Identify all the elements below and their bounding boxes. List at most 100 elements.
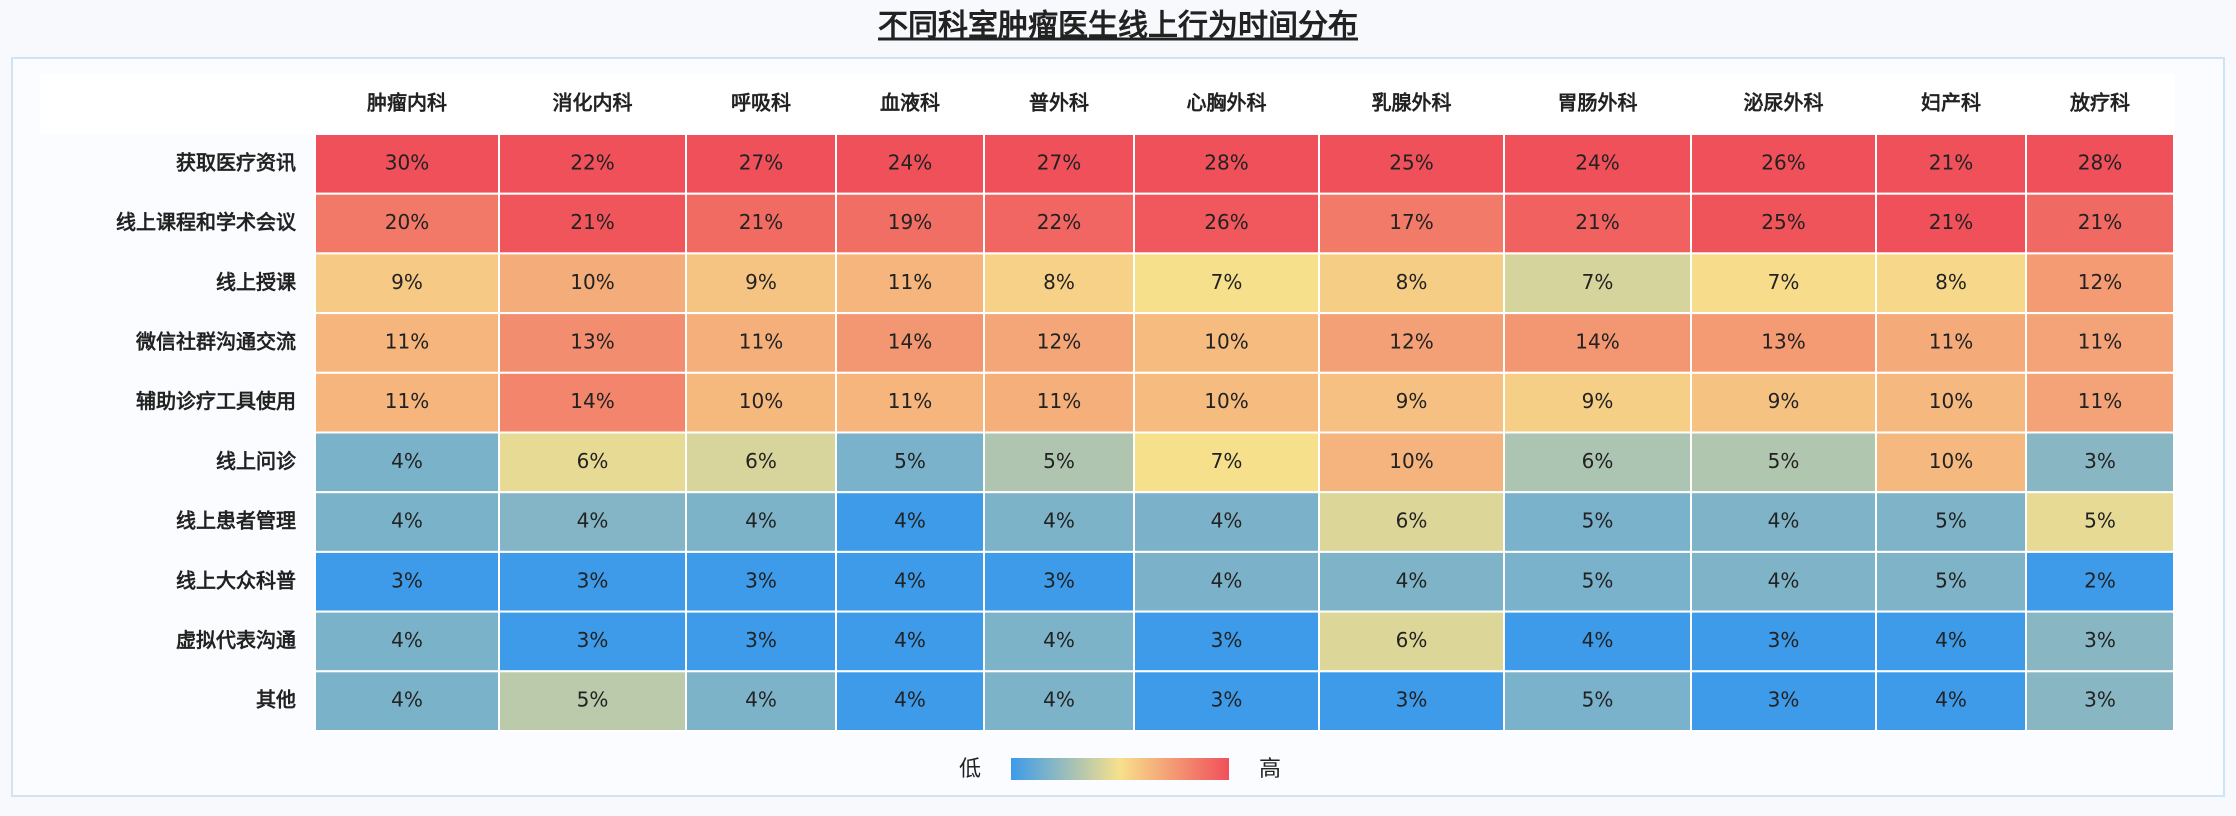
- heat-cell: [498, 252, 687, 315]
- cell-label: 12%: [2078, 270, 2122, 294]
- cell-label: 3%: [1396, 688, 1428, 712]
- cell-label: 8%: [1396, 270, 1428, 294]
- chart-title: 不同科室肿瘤医生线上行为时间分布: [878, 9, 1358, 44]
- heat-cell: [1133, 670, 1320, 732]
- cell-label: 4%: [894, 509, 926, 533]
- cell-label: 3%: [1768, 688, 1800, 712]
- cell-label: 21%: [2078, 210, 2122, 234]
- heat-cell: [1875, 670, 2027, 732]
- column-label: 血液科: [880, 91, 940, 115]
- cell-label: 10%: [1929, 449, 1973, 473]
- cell-label: 10%: [570, 270, 614, 294]
- cell-label: 4%: [745, 688, 777, 712]
- cell-label: 5%: [1582, 509, 1614, 533]
- heat-cell: [983, 491, 1135, 553]
- heat-cell: [983, 192, 1135, 255]
- cell-label: 3%: [745, 628, 777, 652]
- heat-cell: [1318, 252, 1505, 315]
- heat-cell: [983, 670, 1135, 732]
- cell-label: 4%: [1768, 568, 1800, 592]
- cell-label: 4%: [894, 568, 926, 592]
- heat-cell: [498, 312, 687, 374]
- cell-label: 7%: [1582, 270, 1614, 294]
- cell-label: 14%: [888, 329, 932, 353]
- heat-cell: [685, 192, 837, 255]
- heat-cell: [498, 491, 687, 553]
- column-label: 妇产科: [1921, 91, 1981, 115]
- heat-cell: [1503, 133, 1692, 195]
- cell-label: 4%: [1396, 568, 1428, 592]
- heat-cell: [1503, 550, 1692, 613]
- heat-cell: [1875, 133, 2027, 195]
- cell-label: 4%: [1043, 688, 1075, 712]
- heat-cell: [1318, 312, 1505, 374]
- cell-label: 3%: [577, 628, 609, 652]
- heat-cell: [1875, 550, 2027, 613]
- cell-label: 25%: [1761, 210, 1805, 234]
- cell-label: 3%: [1043, 568, 1075, 592]
- heat-cell: [1690, 133, 1877, 195]
- cell-label: 9%: [1768, 389, 1800, 413]
- heat-cell: [685, 312, 837, 374]
- cell-label: 25%: [1389, 150, 1433, 174]
- row-label: 线上大众科普: [176, 568, 296, 592]
- cell-label: 21%: [1929, 210, 1973, 234]
- heat-cell: [314, 610, 500, 673]
- heat-cell: [685, 133, 837, 195]
- heat-cell: [1503, 610, 1692, 673]
- heat-cell: [2025, 491, 2175, 553]
- cell-label: 11%: [888, 389, 932, 413]
- heat-cell: [1133, 550, 1320, 613]
- cell-label: 4%: [1211, 509, 1243, 533]
- cell-label: 4%: [894, 628, 926, 652]
- heat-cell: [498, 431, 687, 494]
- cell-label: 28%: [1204, 150, 1248, 174]
- heat-cell: [498, 192, 687, 255]
- heat-cell: [835, 491, 985, 553]
- heat-cell: [314, 491, 500, 553]
- cell-label: 5%: [577, 688, 609, 712]
- heat-cell: [983, 550, 1135, 613]
- cell-label: 11%: [2078, 389, 2122, 413]
- heat-cell: [1318, 133, 1505, 195]
- column-label: 消化内科: [553, 91, 633, 115]
- cell-label: 10%: [1204, 389, 1248, 413]
- cell-label: 19%: [888, 210, 932, 234]
- heat-cell: [2025, 371, 2175, 434]
- row-label: 获取医疗资讯: [176, 150, 296, 174]
- row-label: 线上患者管理: [176, 509, 296, 533]
- cell-label: 3%: [391, 568, 423, 592]
- heat-cell: [1133, 312, 1320, 374]
- cell-label: 17%: [1389, 210, 1433, 234]
- cell-label: 2%: [2084, 568, 2116, 592]
- heat-cell: [314, 192, 500, 255]
- heat-cell: [2025, 192, 2175, 255]
- heat-cell: [1318, 491, 1505, 553]
- cell-label: 4%: [577, 509, 609, 533]
- heat-cell: [1875, 192, 2027, 255]
- cell-label: 13%: [570, 329, 614, 353]
- cell-label: 5%: [894, 449, 926, 473]
- column-label: 普外科: [1029, 91, 1089, 115]
- cell-label: 4%: [894, 688, 926, 712]
- cell-label: 5%: [1043, 449, 1075, 473]
- cell-label: 30%: [385, 150, 429, 174]
- cell-label: 5%: [1582, 568, 1614, 592]
- cell-label: 28%: [2078, 150, 2122, 174]
- heat-cell: [2025, 670, 2175, 732]
- cell-label: 21%: [1929, 150, 1973, 174]
- cell-label: 5%: [1582, 688, 1614, 712]
- cell-label: 11%: [1037, 389, 1081, 413]
- cell-label: 3%: [577, 568, 609, 592]
- color-scale: [1011, 758, 1229, 780]
- heat-cell: [1875, 371, 2027, 434]
- cell-label: 3%: [745, 568, 777, 592]
- column-label: 呼吸科: [731, 91, 791, 115]
- cell-label: 3%: [1211, 628, 1243, 652]
- cell-label: 21%: [1575, 210, 1619, 234]
- heat-cell: [983, 252, 1135, 315]
- cell-label: 10%: [1389, 449, 1433, 473]
- cell-label: 21%: [570, 210, 614, 234]
- cell-label: 5%: [1935, 509, 1967, 533]
